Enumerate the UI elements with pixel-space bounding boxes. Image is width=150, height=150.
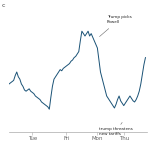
Text: Trump picks
Powell: Trump picks Powell	[99, 15, 131, 37]
Text: trump threatens
new tariffs: trump threatens new tariffs	[99, 122, 133, 136]
Text: c: c	[2, 3, 6, 8]
